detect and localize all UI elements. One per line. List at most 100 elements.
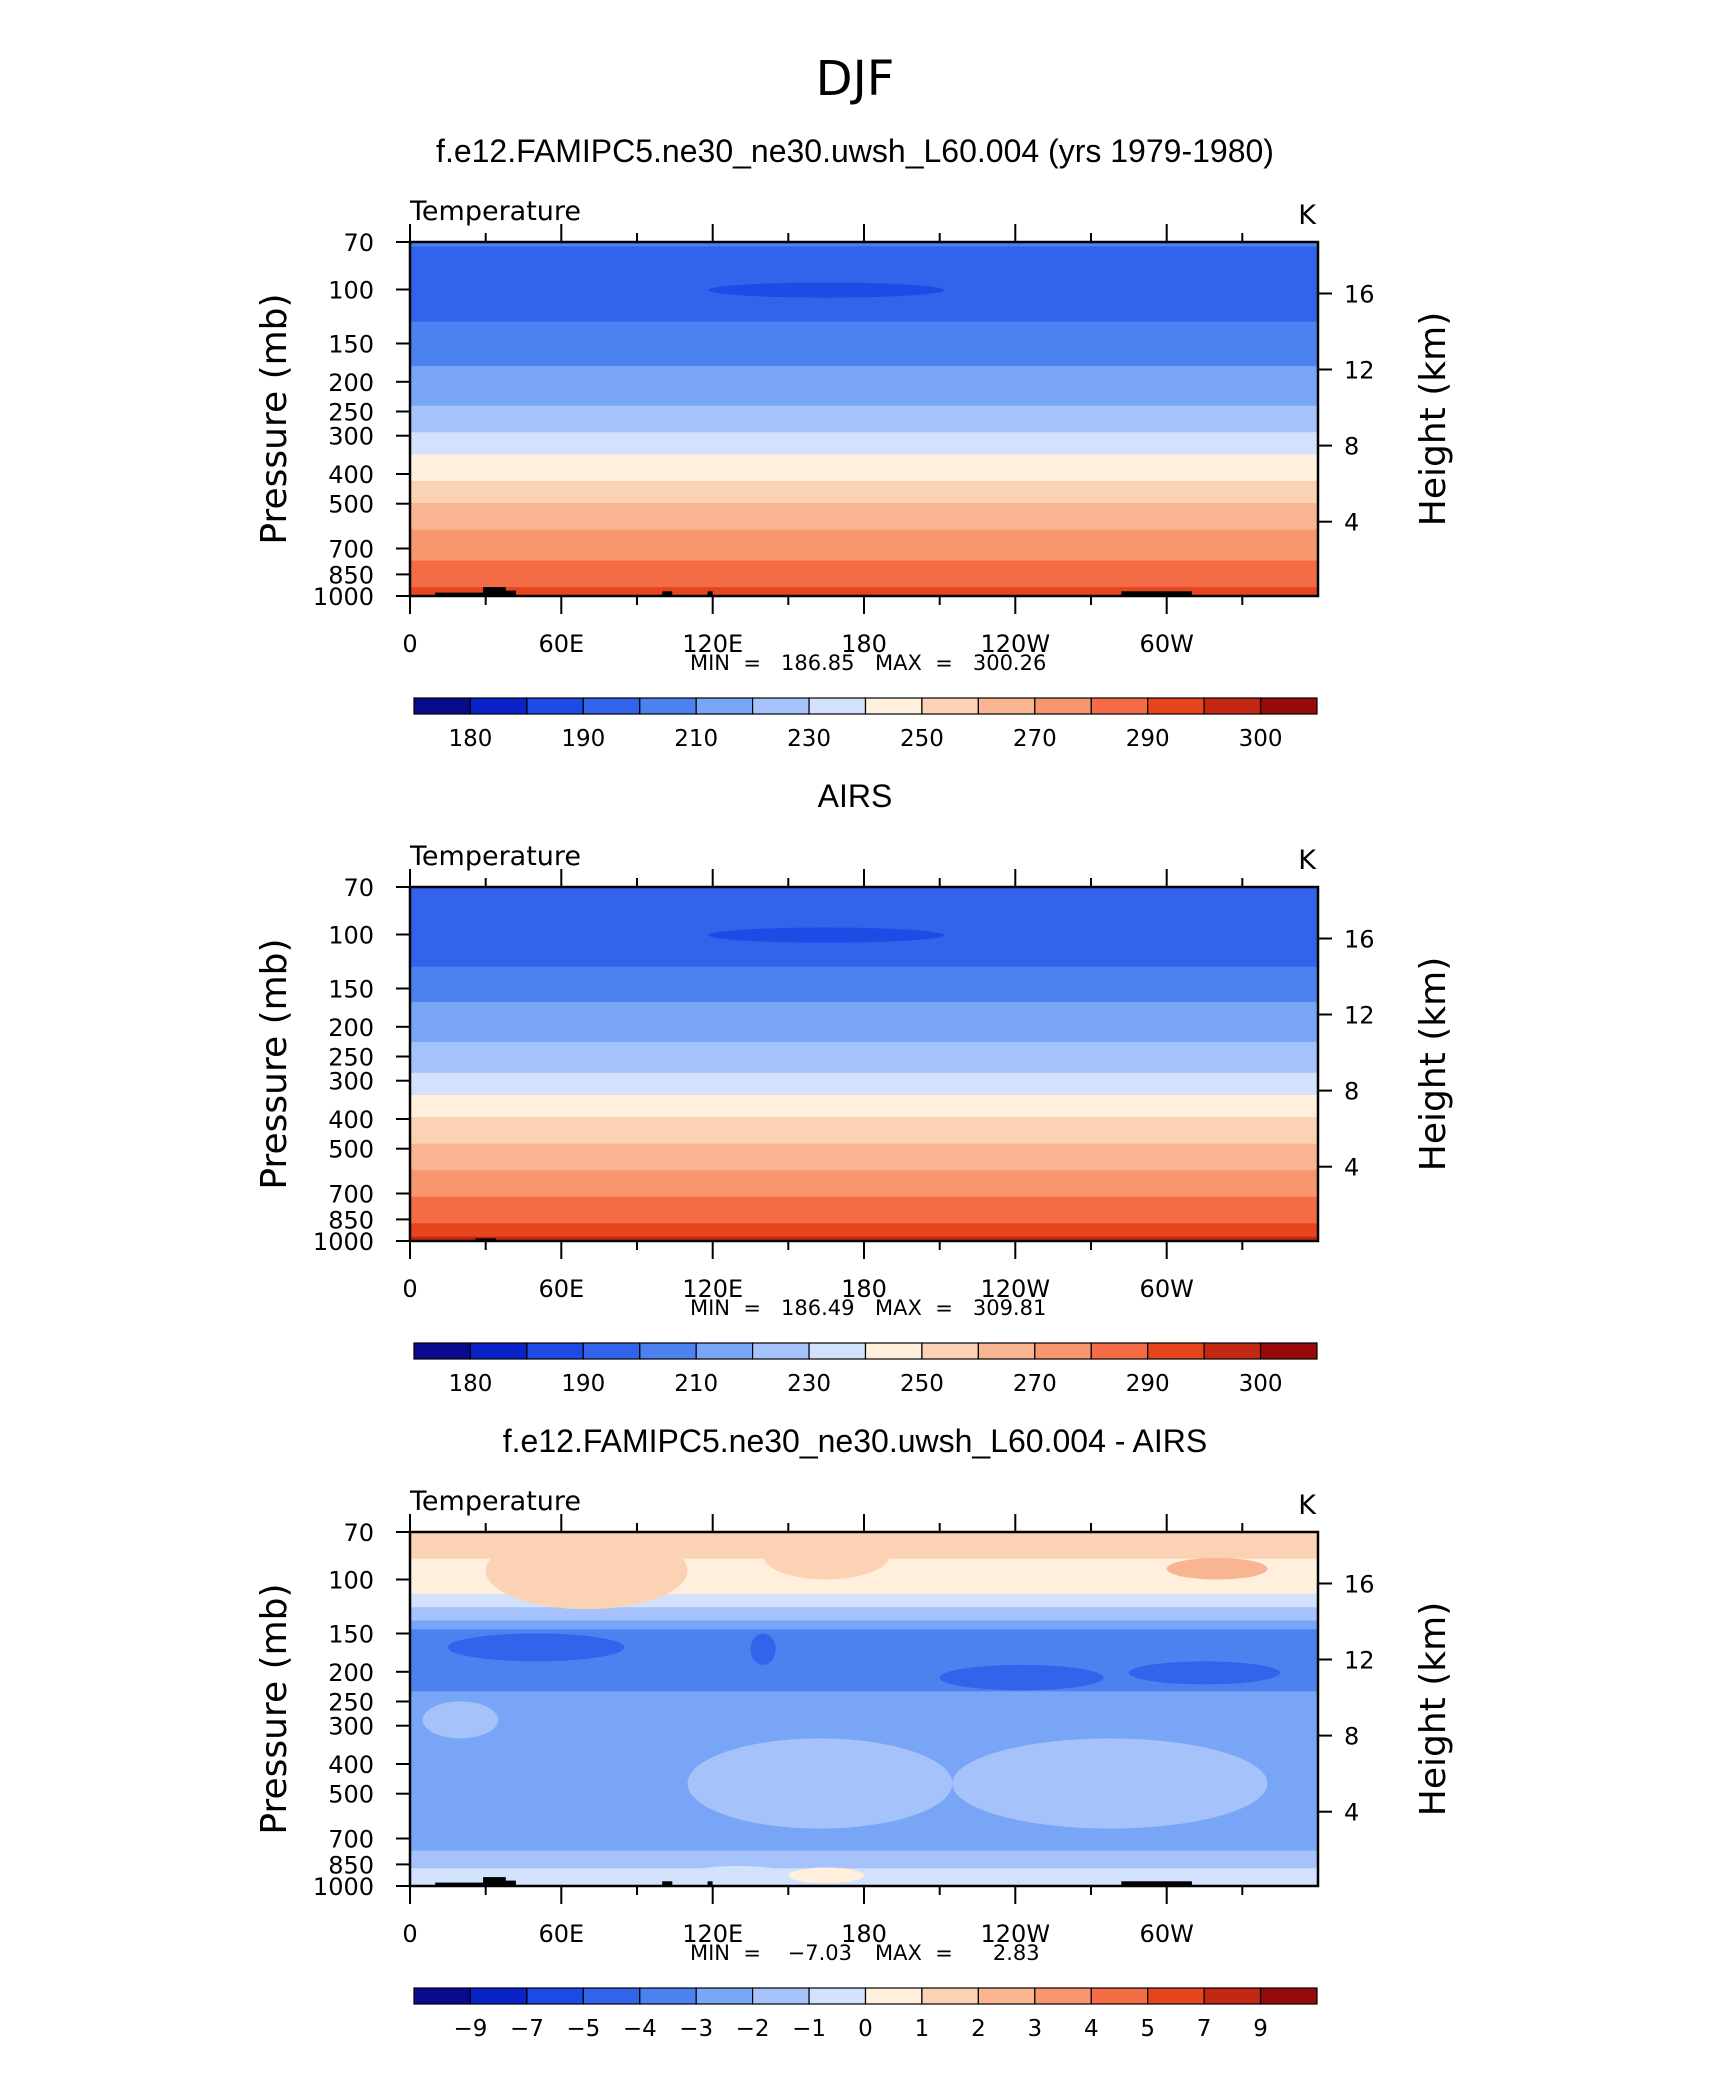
colorbar-label: 3 bbox=[1027, 2016, 1042, 2042]
colorbar-label: −5 bbox=[566, 2016, 600, 2042]
contour-band bbox=[410, 485, 1318, 491]
contour-band bbox=[410, 365, 1318, 371]
contour-band bbox=[410, 1651, 1318, 1657]
contour-band bbox=[410, 392, 1318, 398]
colorbar-label: 290 bbox=[1126, 726, 1170, 752]
y2-axis-label: Height (km) bbox=[1413, 957, 1454, 1171]
terrain-mask bbox=[503, 1880, 516, 1886]
colorbar-swatch bbox=[413, 1987, 472, 2005]
x-tick-label: 180 bbox=[841, 1275, 887, 1303]
colorbar-swatch bbox=[751, 1342, 810, 1360]
terrain-mask bbox=[662, 591, 673, 596]
contour-band bbox=[410, 1629, 1318, 1635]
contour-band bbox=[410, 1828, 1318, 1834]
contour-band bbox=[410, 494, 1318, 500]
contour-band bbox=[410, 1691, 1318, 1697]
contour-band bbox=[410, 944, 1318, 950]
contour-band bbox=[410, 423, 1318, 429]
terrain-mask bbox=[503, 590, 516, 596]
contour-band bbox=[410, 1192, 1318, 1198]
colorbar-swatch bbox=[582, 697, 641, 715]
colorbar-label: 250 bbox=[900, 726, 944, 752]
y-tick-label: 400 bbox=[328, 1751, 374, 1779]
contour-band bbox=[410, 975, 1318, 981]
contour-band bbox=[410, 463, 1318, 469]
contour-band bbox=[410, 1669, 1318, 1675]
colorbar-label: 230 bbox=[787, 1371, 831, 1397]
contour-band bbox=[410, 1103, 1318, 1109]
contour-band bbox=[410, 904, 1318, 910]
colorbar-swatch bbox=[808, 697, 867, 715]
contour-band bbox=[410, 1593, 1318, 1599]
x-tick-label: 60W bbox=[1140, 1275, 1194, 1303]
terrain-mask bbox=[435, 592, 486, 596]
contour-band bbox=[410, 503, 1318, 509]
contour-band bbox=[410, 1642, 1318, 1648]
contour-band bbox=[410, 957, 1318, 963]
y-axis-label: Pressure (mb) bbox=[254, 293, 295, 544]
contour-band bbox=[410, 887, 1318, 893]
colorbar-swatch bbox=[1034, 1342, 1092, 1360]
contour-band bbox=[410, 1037, 1318, 1043]
colorbar-swatch bbox=[864, 1342, 923, 1360]
y2-tick-label: 4 bbox=[1344, 1799, 1359, 1827]
x-tick-label: 0 bbox=[402, 1275, 417, 1303]
min-label: MIN = 186.85 bbox=[690, 651, 854, 675]
colorbar-label: 2 bbox=[971, 2016, 986, 2042]
y-tick-label: 300 bbox=[328, 1068, 374, 1096]
contour-band bbox=[410, 1664, 1318, 1670]
contour-feature bbox=[1166, 1557, 1268, 1580]
contour-band bbox=[410, 538, 1318, 544]
colorbar-label: 290 bbox=[1126, 1371, 1170, 1397]
contour-band bbox=[410, 922, 1318, 928]
colorbar-swatch bbox=[469, 697, 528, 715]
contour-band bbox=[410, 1059, 1318, 1065]
contour-band bbox=[410, 917, 1318, 923]
contour-band bbox=[410, 339, 1318, 345]
units-label: K bbox=[1298, 200, 1317, 231]
y2-tick-label: 4 bbox=[1344, 1154, 1359, 1182]
contour-band bbox=[410, 1152, 1318, 1158]
colorbar-label: 190 bbox=[561, 726, 605, 752]
y-tick-label: 700 bbox=[328, 1181, 374, 1209]
panel-title: f.e12.FAMIPC5.ne30_ne30.uwsh_L60.004 - A… bbox=[503, 1423, 1207, 1459]
contour-band bbox=[410, 303, 1318, 309]
contour-band bbox=[410, 1726, 1318, 1732]
contour-band bbox=[410, 1877, 1318, 1883]
contour-band bbox=[410, 569, 1318, 575]
y-tick-label: 250 bbox=[328, 1689, 374, 1717]
contour-band bbox=[410, 1223, 1318, 1229]
colorbar-swatch bbox=[695, 1342, 754, 1360]
x-tick-label: 0 bbox=[402, 1920, 417, 1948]
terrain-mask bbox=[1121, 591, 1192, 596]
x-tick-label: 120E bbox=[682, 630, 743, 658]
contour-band bbox=[410, 1148, 1318, 1154]
y-tick-label: 850 bbox=[328, 1206, 374, 1234]
contour-band bbox=[410, 1081, 1318, 1087]
colorbar-label: 300 bbox=[1239, 726, 1283, 752]
colorbar-swatch bbox=[864, 697, 923, 715]
x-tick-label: 120W bbox=[981, 630, 1051, 658]
x-tick-label: 0 bbox=[402, 630, 417, 658]
units-label: K bbox=[1298, 845, 1317, 876]
contour-band bbox=[410, 895, 1318, 901]
colorbar-swatch bbox=[695, 1987, 754, 2005]
contour-band bbox=[410, 551, 1318, 557]
contour-band bbox=[410, 1024, 1318, 1030]
y2-axis-label: Height (km) bbox=[1413, 312, 1454, 526]
terrain-mask bbox=[662, 1881, 673, 1886]
contour-band bbox=[410, 1161, 1318, 1167]
x-tick-label: 120E bbox=[682, 1920, 743, 1948]
contour-feature bbox=[422, 1701, 499, 1739]
contour-band bbox=[410, 1019, 1318, 1025]
contour-band bbox=[410, 1112, 1318, 1118]
colorbar-swatch bbox=[977, 1342, 1036, 1360]
colorbar-swatch bbox=[808, 1342, 867, 1360]
colorbar-label: 300 bbox=[1239, 1371, 1283, 1397]
contour-band bbox=[410, 525, 1318, 531]
contour-band bbox=[410, 1735, 1318, 1741]
y-axis-label: Pressure (mb) bbox=[254, 938, 295, 1189]
contour-feature bbox=[687, 1865, 789, 1884]
y-tick-label: 500 bbox=[328, 1136, 374, 1164]
